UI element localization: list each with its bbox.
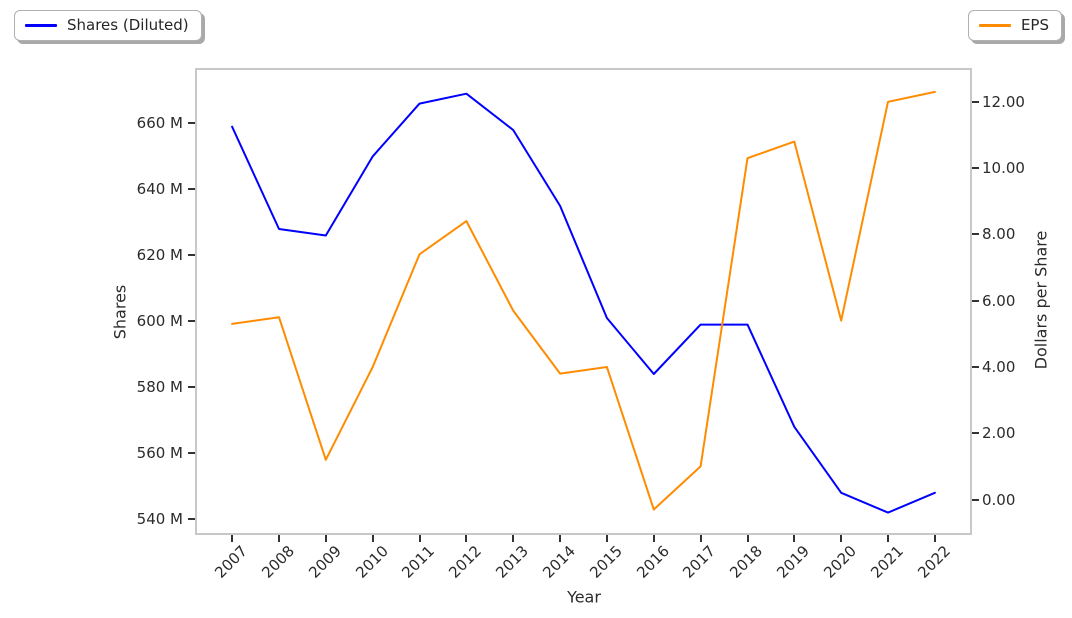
left-tick-label: 660 M — [136, 114, 183, 133]
left-tick-mark — [188, 386, 195, 389]
left-tick-label: 580 M — [136, 378, 183, 397]
right-tick-label: 6.00 — [982, 291, 1016, 310]
right-tick-mark — [972, 498, 979, 501]
shares-line-sample — [25, 24, 57, 27]
x-tick-mark — [699, 535, 702, 542]
right-tick-label: 2.00 — [982, 424, 1016, 443]
left-tick-mark — [188, 188, 195, 191]
x-tick-label: 2015 — [585, 542, 626, 582]
x-tick-mark — [887, 535, 889, 542]
left-tick-mark — [188, 452, 195, 455]
x-tick-mark — [840, 535, 843, 542]
series-line-shares — [231, 92, 936, 514]
left-tick-mark — [188, 518, 195, 521]
x-tick-label: 2020 — [820, 542, 860, 582]
right-tick-label: 8.00 — [982, 225, 1016, 244]
x-tick-label: 2021 — [866, 542, 907, 582]
x-tick-mark — [746, 535, 749, 542]
right-tick-label: 10.00 — [982, 159, 1025, 178]
left-tick-label: 640 M — [136, 180, 183, 199]
x-tick-label: 2022 — [913, 542, 954, 582]
x-tick-mark — [278, 535, 280, 542]
legend-eps-label: EPS — [1020, 16, 1049, 34]
right-tick-label: 4.00 — [982, 358, 1016, 376]
x-tick-label: 2017 — [679, 542, 720, 582]
x-tick-label: 2007 — [211, 542, 251, 582]
right-tick-mark — [972, 366, 979, 368]
x-tick-mark — [559, 535, 562, 542]
x-tick-mark — [933, 535, 936, 542]
x-tick-label: 2019 — [773, 542, 814, 582]
x-tick-mark — [371, 535, 374, 542]
left-tick-label: 620 M — [136, 246, 183, 265]
x-tick-label: 2010 — [351, 542, 392, 582]
x-tick-label: 2016 — [632, 542, 673, 582]
x-tick-label: 2014 — [539, 542, 579, 582]
right-tick-label: 12.00 — [982, 92, 1025, 111]
right-axis-title: Dollars per Share — [1031, 230, 1051, 370]
x-tick-label: 2009 — [304, 542, 345, 582]
right-tick-mark — [972, 100, 979, 103]
x-tick-label: 2012 — [445, 542, 486, 582]
x-axis-title: Year — [567, 587, 601, 607]
left-tick-mark — [188, 122, 195, 125]
right-tick-mark — [972, 233, 979, 236]
x-tick-label: 2008 — [257, 542, 298, 582]
x-tick-label: 2013 — [492, 542, 532, 582]
eps-line-sample — [978, 24, 1011, 27]
left-tick-label: 540 M — [136, 510, 183, 529]
plot-canvas — [231, 90, 936, 514]
x-tick-mark — [652, 535, 655, 542]
x-tick-mark — [418, 535, 421, 542]
x-tick-mark — [793, 535, 796, 542]
left-tick-mark — [188, 254, 195, 257]
x-tick-mark — [605, 535, 608, 542]
left-tick-label: 600 M — [136, 312, 183, 331]
left-tick-mark — [188, 320, 195, 323]
x-tick-mark — [324, 535, 327, 542]
legend-eps: EPS — [967, 10, 1062, 41]
plot-area — [195, 68, 972, 535]
right-tick-mark — [972, 167, 979, 170]
right-tick-label: 0.00 — [982, 490, 1016, 509]
x-tick-mark — [465, 535, 468, 542]
right-tick-mark — [972, 299, 979, 302]
left-tick-label: 560 M — [136, 444, 183, 463]
x-tick-label: 2011 — [398, 542, 439, 582]
x-tick-label: 2018 — [726, 542, 767, 582]
x-tick-mark — [512, 535, 515, 542]
x-tick-mark — [231, 535, 234, 542]
right-tick-mark — [972, 432, 979, 435]
legend-shares-label: Shares (Diluted) — [67, 16, 189, 34]
legend-shares: Shares (Diluted) — [14, 10, 202, 41]
series-line-eps — [231, 90, 936, 511]
